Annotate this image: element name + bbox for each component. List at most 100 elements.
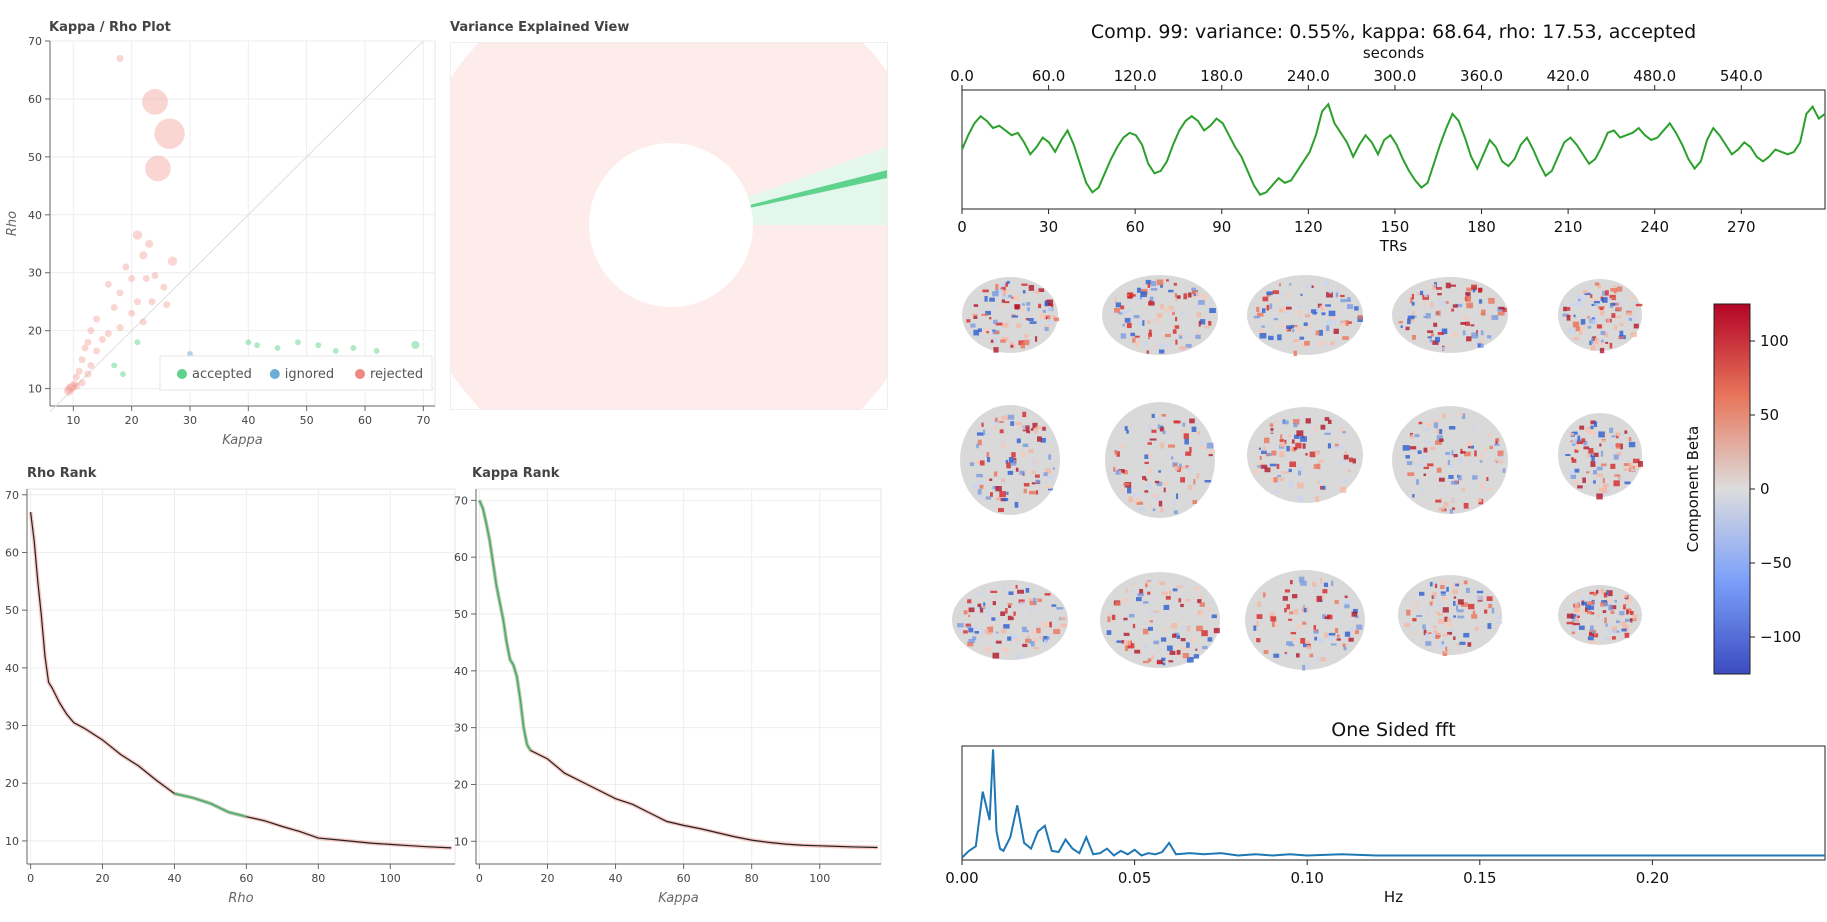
brain-voxel: [1173, 420, 1179, 423]
variance-explained-donut[interactable]: [450, 42, 888, 410]
brain-voxel: [1113, 466, 1116, 472]
brain-voxel: [1445, 646, 1448, 652]
scatter-point-rejected: [142, 89, 168, 115]
y-tick-label: 30: [28, 267, 42, 280]
brain-voxel: [993, 419, 1000, 425]
brain-voxel: [1588, 448, 1594, 454]
brain-voxel: [1569, 313, 1573, 319]
brain-voxel: [1420, 455, 1427, 461]
brain-voxel: [1583, 446, 1590, 450]
brain-voxel: [1584, 292, 1591, 296]
brain-voxel: [996, 631, 999, 634]
brain-voxel: [1284, 312, 1290, 315]
brain-voxel: [1320, 657, 1327, 662]
brain-voxel: [1425, 633, 1430, 639]
brain-voxel: [981, 422, 984, 427]
brain-voxel: [1271, 450, 1277, 456]
brain-voxel: [1326, 319, 1333, 325]
brain-voxel: [1589, 605, 1595, 610]
top-tick-label: 540.0: [1720, 67, 1763, 85]
brain-voxel: [968, 628, 974, 633]
brain-voxel: [1573, 321, 1580, 328]
brain-voxel: [1424, 292, 1428, 298]
x-axis-label: TRs: [1379, 237, 1408, 255]
brain-voxel: [1291, 324, 1295, 329]
brain-voxel: [1272, 290, 1280, 295]
colorbar-tick-label: 100: [1760, 332, 1789, 350]
brain-voxel: [1015, 467, 1019, 472]
brain-voxel: [1138, 507, 1146, 512]
brain-voxel: [1605, 341, 1609, 344]
brain-voxel: [997, 420, 1004, 424]
brain-voxel: [1158, 500, 1163, 507]
brain-voxel: [1438, 300, 1445, 307]
brain-voxel: [1317, 463, 1321, 470]
brain-voxel: [1323, 280, 1329, 287]
brain-voxel: [1486, 596, 1493, 601]
brain-voxel: [998, 286, 1002, 289]
brain-voxel: [1582, 289, 1588, 294]
kappa-rank-plot[interactable]: 0 20 40 60 80 100 10 20 30 40 50 60 70 Kappa: [446, 484, 886, 908]
brain-voxel: [1202, 645, 1208, 650]
brain-voxel: [1581, 438, 1586, 443]
brain-voxel: [1437, 293, 1442, 296]
brain-voxel: [1448, 343, 1452, 347]
brain-voxel: [1044, 315, 1051, 320]
y-axis-label: Rho: [5, 211, 20, 236]
brain-voxel: [1624, 632, 1630, 638]
brain-voxel: [1322, 614, 1326, 619]
brain-voxel: [1575, 301, 1583, 307]
brain-voxel: [1635, 303, 1643, 307]
rho-rank-plot[interactable]: 0 20 40 60 80 100 10 20 30 40 50 60 70 Rho: [0, 484, 460, 908]
brain-voxel: [977, 328, 982, 333]
brain-voxel: [1345, 320, 1349, 326]
pie-slice-selected[interactable]: [750, 160, 888, 208]
brain-voxel: [1000, 281, 1006, 287]
brain-voxel: [1203, 325, 1210, 329]
kappa-rho-plot[interactable]: 10 20 30 40 50 60 70 10 20 30 40 50 60 70 Kappa Rho acce…: [0, 36, 440, 456]
brain-voxel: [1466, 587, 1470, 593]
brain-voxel: [1608, 590, 1613, 597]
brain-voxel: [1463, 315, 1469, 320]
brain-voxel: [1565, 454, 1571, 457]
brain-voxel: [1052, 467, 1056, 470]
brain-voxel: [1169, 590, 1172, 595]
brain-voxel: [1455, 583, 1460, 587]
plot-title: Comp. 99: variance: 0.55%, kappa: 68.64,…: [1091, 21, 1696, 43]
brain-voxel: [1025, 317, 1029, 321]
brain-voxel: [1589, 591, 1595, 595]
brain-voxel: [1302, 621, 1307, 625]
brain-voxel: [1328, 632, 1336, 636]
brain-voxel: [1472, 610, 1476, 615]
brain-voxel: [1185, 343, 1192, 348]
brain-voxel: [1048, 303, 1052, 306]
brain-voxel: [1576, 593, 1581, 597]
scatter-point-rejected: [93, 315, 101, 323]
brain-voxel: [1315, 306, 1321, 313]
brain-voxel: [1616, 286, 1623, 292]
brain-voxel: [1567, 307, 1571, 311]
brain-voxel: [1588, 316, 1592, 319]
time-series-plot: Comp. 99: variance: 0.55%, kappa: 68.64,…: [950, 21, 1826, 255]
brain-voxel: [1603, 287, 1606, 290]
brain-voxel: [1501, 307, 1507, 313]
brain-voxel: [1160, 442, 1165, 449]
scatter-point-rejected: [87, 361, 95, 369]
pie-slice-rejected[interactable]: [450, 42, 888, 410]
brain-voxel: [1598, 306, 1605, 309]
brain-voxel: [1442, 413, 1446, 419]
brain-voxel: [1121, 640, 1125, 644]
pie-slice-accepted[interactable]: [748, 135, 888, 225]
brain-voxel: [972, 636, 977, 641]
brain-voxel: [1326, 325, 1330, 332]
brain-voxel: [1318, 341, 1326, 347]
brain-voxel: [1358, 314, 1363, 320]
brain-voxel: [1344, 631, 1351, 637]
brain-voxel: [1574, 479, 1579, 485]
brain-voxel: [1008, 605, 1012, 608]
brain-voxel: [1029, 601, 1037, 606]
x-tick-label: 50: [300, 414, 314, 427]
brain-voxel: [986, 451, 990, 458]
brain-voxel: [1434, 583, 1438, 589]
brain-voxel: [1298, 309, 1302, 316]
